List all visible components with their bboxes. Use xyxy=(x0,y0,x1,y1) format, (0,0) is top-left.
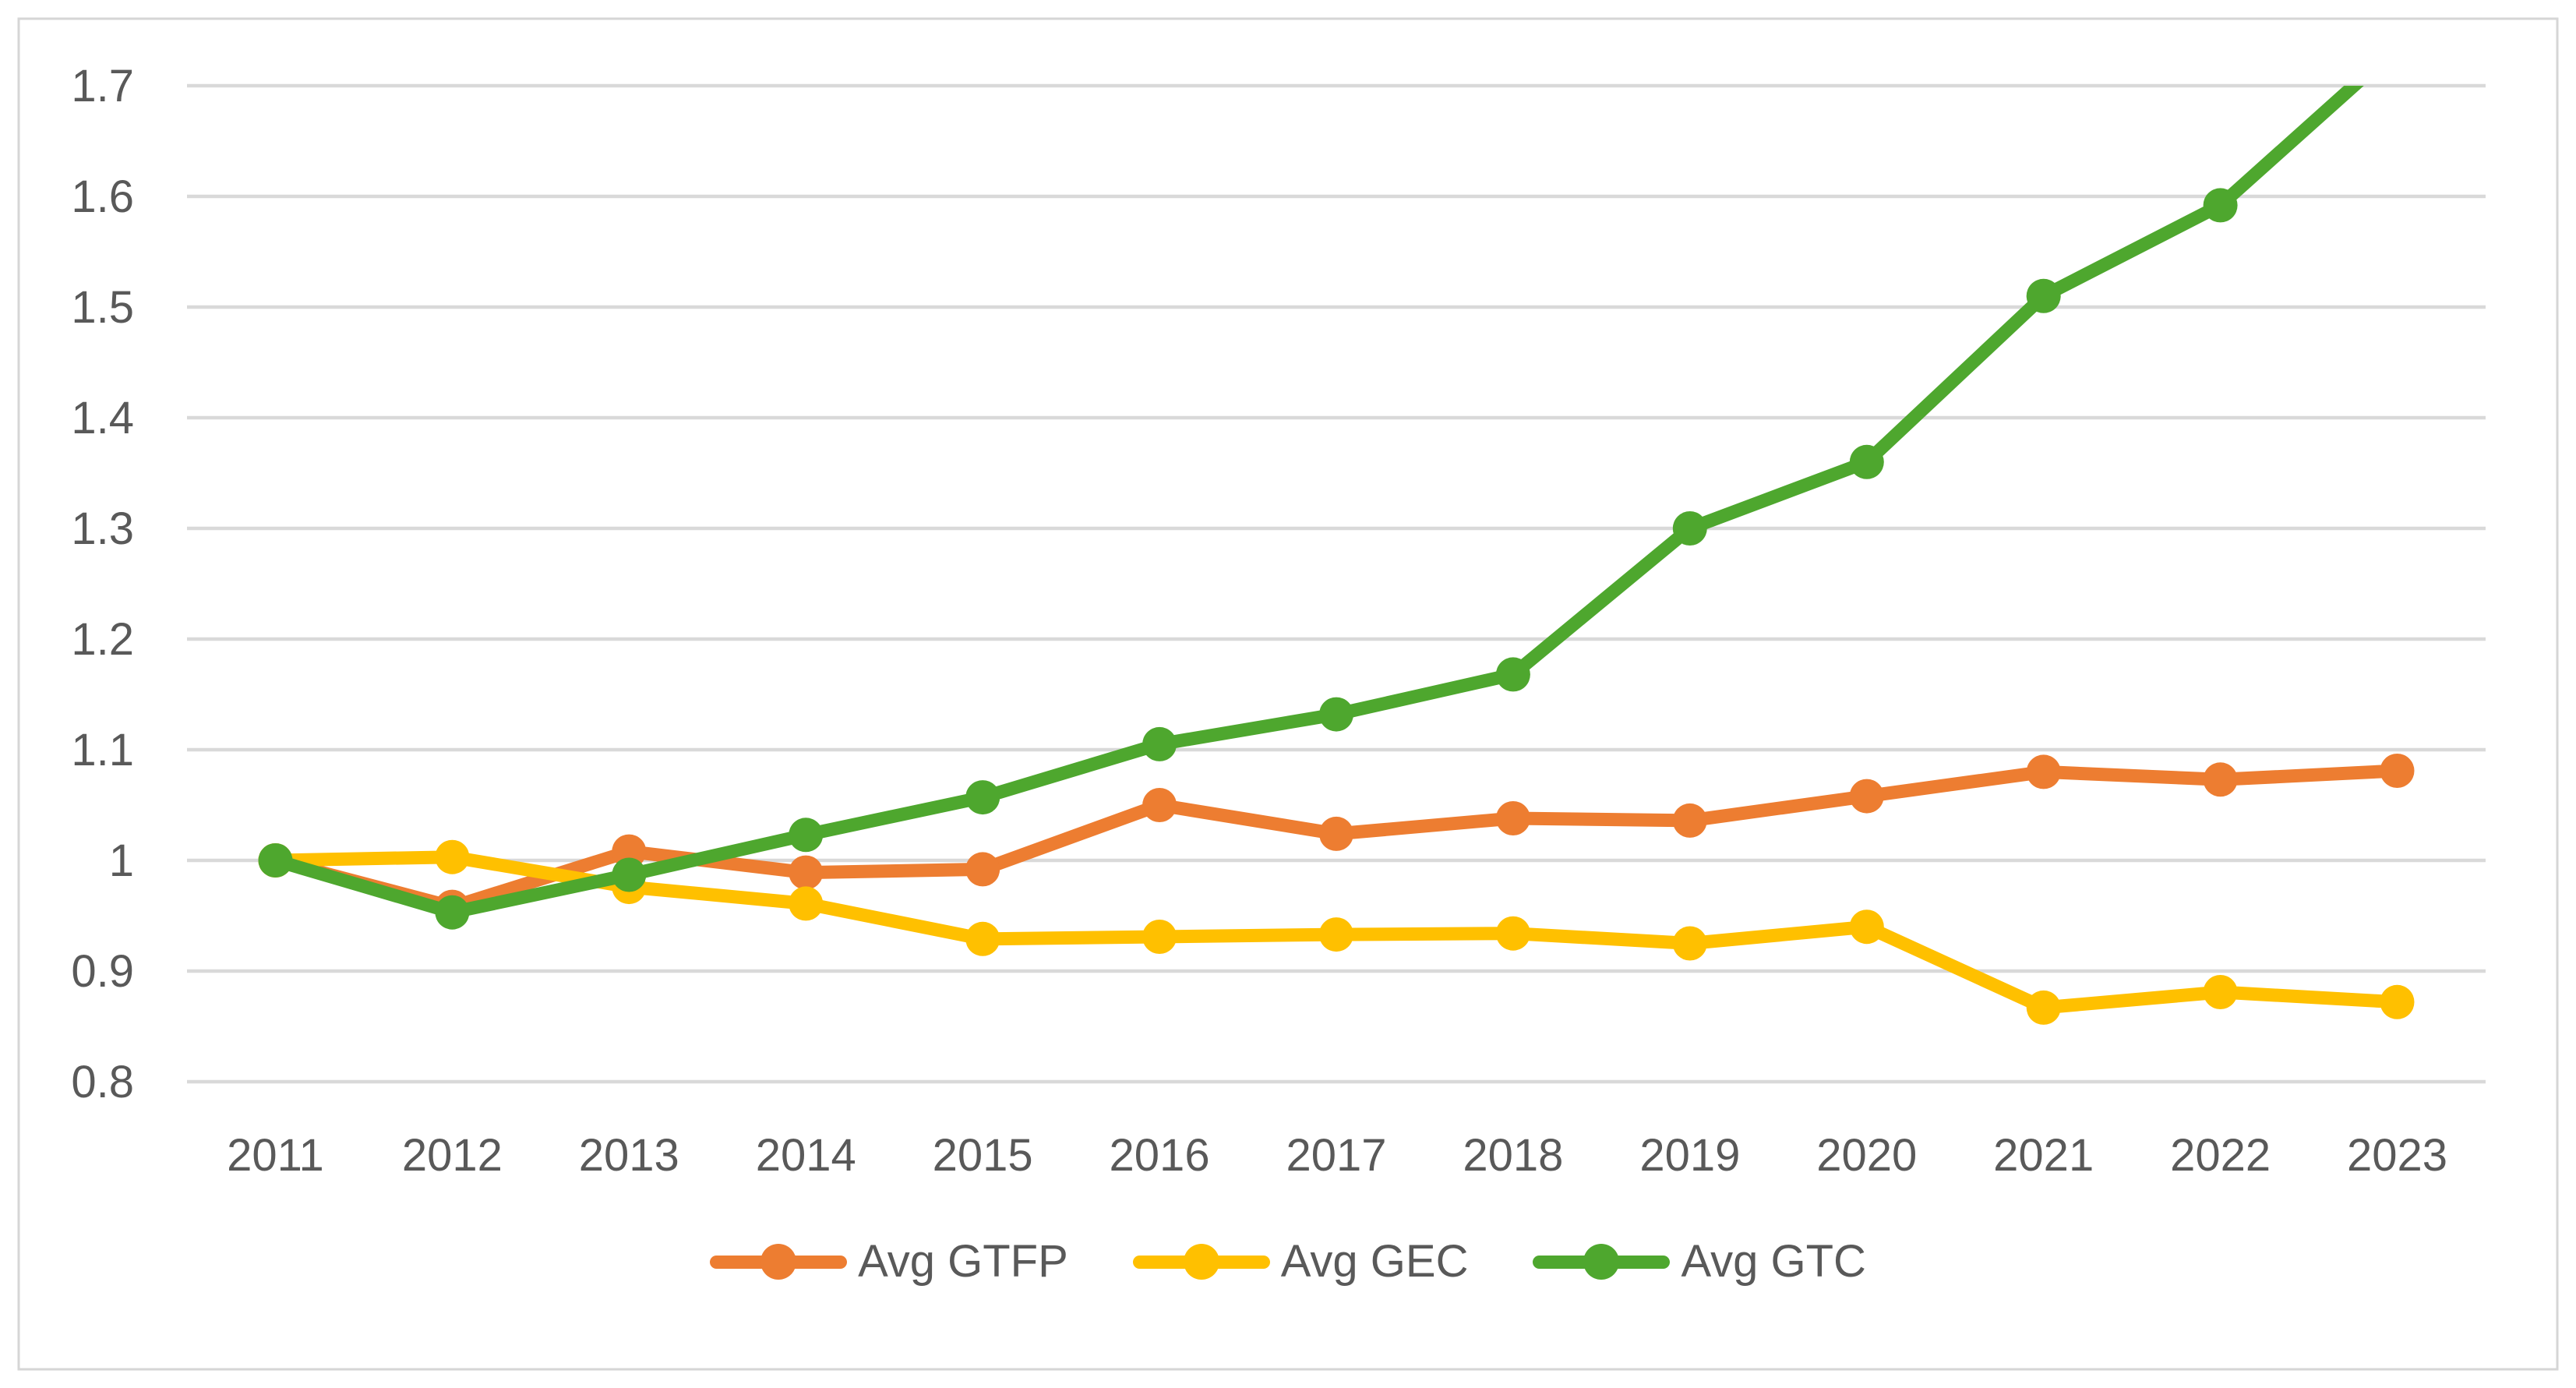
data-point-avg-gtc-2019 xyxy=(1672,511,1707,546)
gridlines xyxy=(187,83,2486,1084)
data-point-avg-gec-2023 xyxy=(2380,984,2415,1019)
series-avg-gtc xyxy=(258,30,2415,930)
data-point-avg-gtc-2023 xyxy=(2380,30,2415,64)
y-axis-label-1.3: 1.3 xyxy=(71,503,134,554)
data-point-avg-gtfp-2015 xyxy=(965,852,1000,887)
data-point-avg-gtfp-2023 xyxy=(2380,754,2415,788)
legend-item-avg-gtfp: Avg GTFP xyxy=(710,1239,1068,1284)
legend: Avg GTFP Avg GEC Avg GTC xyxy=(0,1239,2576,1284)
x-axis-label-2013: 2013 xyxy=(579,1130,679,1181)
data-point-avg-gtfp-2021 xyxy=(2026,754,2061,789)
data-point-avg-gec-2016 xyxy=(1142,920,1177,954)
series-avg-gtfp xyxy=(258,754,2415,924)
data-point-avg-gtc-2014 xyxy=(789,818,824,853)
series-line-avg-gtc xyxy=(269,86,2364,920)
data-point-avg-gec-2021 xyxy=(2026,990,2061,1025)
data-point-avg-gtc-2021 xyxy=(2026,278,2061,313)
x-axis-label-2012: 2012 xyxy=(402,1130,503,1181)
data-point-avg-gec-2020 xyxy=(1849,909,1884,945)
data-point-avg-gec-2022 xyxy=(2203,975,2238,1009)
data-point-avg-gec-2017 xyxy=(1319,917,1353,952)
data-point-avg-gtc-2022 xyxy=(2203,188,2238,223)
y-axis-label-0.8: 0.8 xyxy=(71,1057,134,1107)
x-axis-label-2022: 2022 xyxy=(2170,1130,2271,1181)
y-axis-label-1.2: 1.2 xyxy=(71,614,134,665)
y-axis-label-1: 1 xyxy=(109,835,134,886)
data-point-avg-gec-2018 xyxy=(1495,916,1530,951)
data-point-avg-gtfp-2022 xyxy=(2203,762,2238,797)
x-axis-label-2015: 2015 xyxy=(933,1130,1033,1181)
legend-label: Avg GTFP xyxy=(858,1236,1068,1287)
y-axis-label-1.7: 1.7 xyxy=(71,61,134,111)
y-axis-label-1.4: 1.4 xyxy=(71,393,134,443)
y-axis-label-1.1: 1.1 xyxy=(71,725,134,775)
data-point-avg-gtfp-2016 xyxy=(1142,788,1177,822)
x-axis: 2011 2012 2013 2014 2015 2016 2017 2018 2019 2020… xyxy=(227,1130,2447,1181)
legend-line-dot-marker-icon xyxy=(710,1244,848,1280)
data-point-avg-gtfp-2014 xyxy=(789,855,824,890)
data-point-avg-gtfp-2019 xyxy=(1672,803,1707,838)
legend-line-dot-marker-icon xyxy=(1132,1244,1270,1280)
data-point-avg-gtc-2016 xyxy=(1142,726,1177,761)
data-point-avg-gtc-2011 xyxy=(258,843,293,878)
x-axis-label-2020: 2020 xyxy=(1816,1130,1917,1181)
x-axis-label-2016: 2016 xyxy=(1110,1130,1210,1181)
data-point-avg-gec-2015 xyxy=(965,921,1000,956)
legend-dot-icon xyxy=(760,1244,797,1280)
x-axis-label-2019: 2019 xyxy=(1639,1130,1740,1181)
legend-label: Avg GEC xyxy=(1280,1236,1469,1287)
y-axis-label-1.5: 1.5 xyxy=(71,282,134,333)
data-point-avg-gtc-2015 xyxy=(965,780,1000,815)
x-axis-label-2018: 2018 xyxy=(1463,1130,1563,1181)
legend-label: Avg GTC xyxy=(1681,1236,1866,1287)
data-point-avg-gtc-2017 xyxy=(1319,697,1353,732)
y-axis: 0.8 0.9 1 1.1 1.2 1.3 1.4 1.5 1.6 1.7 xyxy=(71,61,134,1107)
data-point-avg-gtc-2018 xyxy=(1495,657,1530,692)
data-point-avg-gec-2012 xyxy=(435,839,470,874)
data-point-avg-gtfp-2020 xyxy=(1849,779,1884,814)
data-point-avg-gtc-2020 xyxy=(1849,444,1884,479)
x-axis-label-2023: 2023 xyxy=(2347,1130,2447,1181)
chart-border xyxy=(17,17,2559,1371)
data-point-avg-gtfp-2017 xyxy=(1319,816,1353,851)
data-point-avg-gec-2019 xyxy=(1672,926,1707,961)
x-axis-label-2011: 2011 xyxy=(227,1130,324,1181)
legend-dot-icon xyxy=(1583,1244,1620,1280)
y-axis-label-1.6: 1.6 xyxy=(71,171,134,222)
legend-item-avg-gec: Avg GEC xyxy=(1132,1236,1469,1287)
data-point-avg-gtc-2012 xyxy=(435,895,470,930)
legend-item-avg-gtc: Avg GTC xyxy=(1533,1236,1866,1287)
x-axis-label-2021: 2021 xyxy=(1993,1130,2094,1181)
x-axis-label-2014: 2014 xyxy=(756,1130,856,1181)
data-point-avg-gtfp-2018 xyxy=(1495,801,1530,835)
data-point-avg-gtc-2013 xyxy=(612,857,647,892)
data-point-avg-gec-2014 xyxy=(789,886,824,921)
x-axis-label-2017: 2017 xyxy=(1286,1130,1386,1181)
legend-dot-icon xyxy=(1183,1244,1219,1280)
y-axis-label-0.9: 0.9 xyxy=(71,946,134,997)
legend-line-dot-marker-icon xyxy=(1533,1244,1671,1280)
